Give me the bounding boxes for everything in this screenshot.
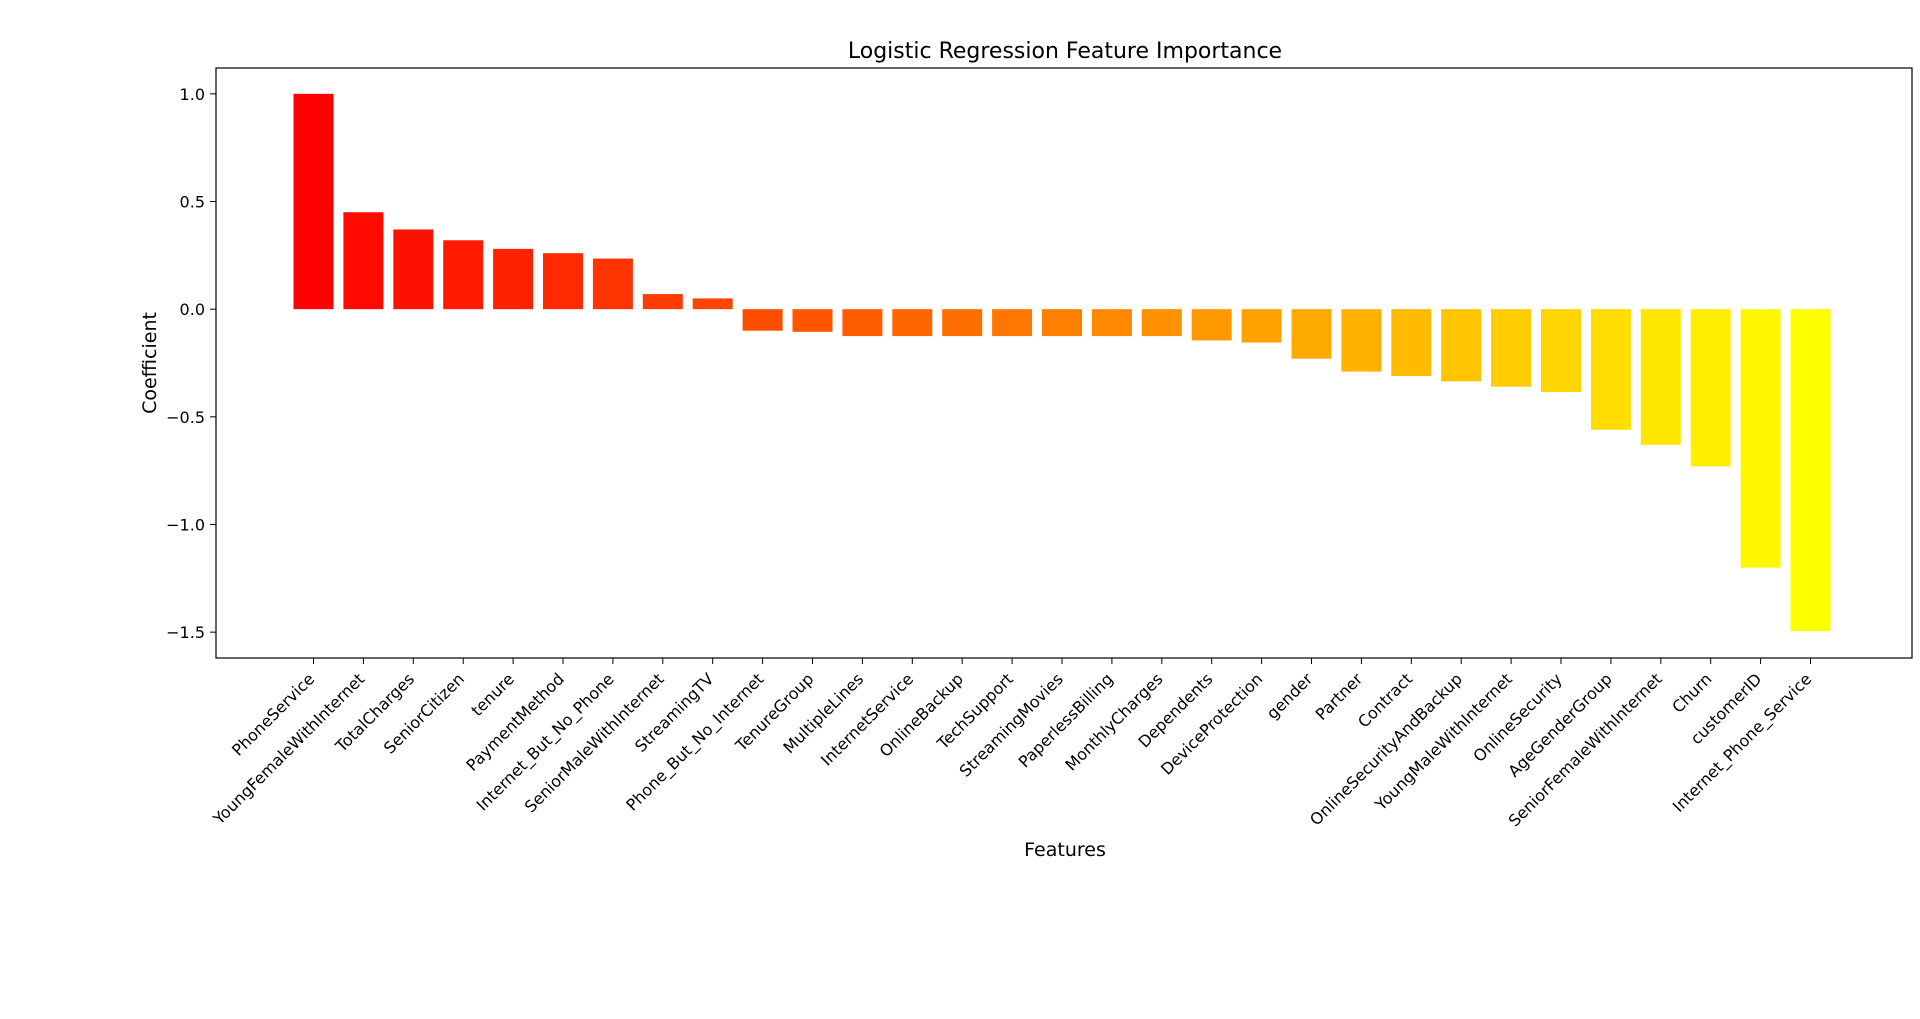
x-tick-label: gender	[1263, 669, 1317, 723]
y-tick-label: −0.5	[166, 408, 205, 427]
bars-layer	[293, 93, 1831, 632]
bar-PhoneService	[293, 93, 334, 310]
bar-tenure	[493, 248, 534, 310]
bar-OnlineSecurity	[1541, 309, 1581, 393]
bar-MonthlyCharges	[1141, 309, 1182, 337]
bar-StreamingMovies	[1042, 309, 1082, 337]
bar-SeniorFemaleWithInternet	[1640, 309, 1681, 445]
y-tick-label: −1.5	[166, 623, 205, 642]
y-axis-label: Coefficient	[139, 312, 161, 414]
x-tick-label: InternetService	[817, 669, 917, 769]
y-tick-label: −1.0	[166, 515, 205, 534]
bar-YoungMaleWithInternet	[1491, 309, 1532, 387]
bar-PaperlessBilling	[1091, 309, 1132, 337]
bar-StreamingTV	[692, 298, 733, 310]
x-axis-label: Features	[1024, 839, 1106, 861]
bar-YoungFemaleWithInternet	[343, 212, 384, 310]
chart-title: Logistic Regression Feature Importance	[848, 39, 1282, 64]
y-axis: 1.0 0.5 0.0 −0.5 −1.0 −1.5	[166, 85, 216, 642]
bar-OnlineBackup	[942, 309, 983, 337]
bar-Internet_Phone_Service	[1790, 309, 1831, 632]
bar-Partner	[1341, 309, 1382, 372]
bar-gender	[1291, 309, 1332, 359]
x-tick-label: Churn	[1668, 669, 1715, 716]
bar-Phone_But_No_Internet	[742, 309, 783, 331]
bar-MultipleLines	[842, 309, 883, 337]
x-axis: PhoneServiceYoungFemaleWithInternetTotal…	[209, 658, 1816, 830]
bar-OnlineSecurityAndBackup	[1441, 309, 1482, 382]
x-tick-label: OnlineSecurity	[1469, 669, 1565, 765]
bar-AgeGenderGroup	[1590, 309, 1631, 430]
bar-customerID	[1740, 309, 1781, 568]
bar-SeniorMaleWithInternet	[642, 294, 683, 310]
y-tick-label: 0.5	[180, 193, 205, 212]
y-tick-label: 1.0	[180, 85, 205, 104]
bar-Contract	[1391, 309, 1432, 376]
bar-InternetService	[892, 309, 933, 337]
bar-Internet_But_No_Phone	[592, 258, 633, 310]
bar-SeniorCitizen	[443, 240, 484, 310]
bar-TenureGroup	[792, 309, 833, 332]
plot-frame	[215, 67, 1913, 659]
bar-DeviceProtection	[1241, 309, 1282, 343]
bar-TechSupport	[992, 309, 1033, 337]
y-tick-label: 0.0	[180, 300, 205, 319]
bar-TotalCharges	[393, 229, 434, 310]
bar-PaymentMethod	[543, 253, 583, 310]
bar-Dependents	[1191, 309, 1232, 341]
bar-Churn	[1690, 309, 1731, 467]
